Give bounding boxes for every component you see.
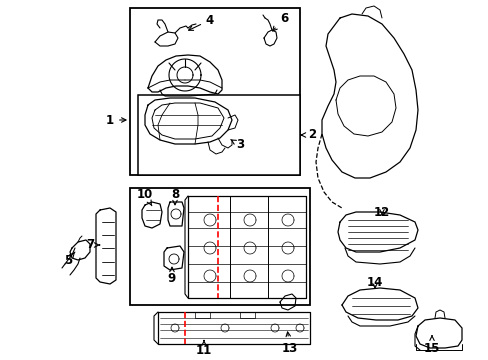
Text: 15: 15	[423, 336, 439, 355]
Text: 5: 5	[64, 252, 75, 266]
Bar	[130, 8, 299, 175]
Text: 4: 4	[188, 13, 214, 30]
Text: 10: 10	[137, 188, 153, 206]
Text: 9: 9	[167, 267, 176, 284]
Text: 13: 13	[281, 332, 298, 355]
Bar	[130, 188, 309, 305]
Text: 8: 8	[170, 188, 179, 205]
Text: 1: 1	[106, 113, 126, 126]
Bar	[138, 95, 299, 175]
Text: 11: 11	[196, 341, 212, 356]
Text: 7: 7	[86, 238, 100, 252]
Text: 14: 14	[366, 276, 383, 289]
Text: 3: 3	[230, 139, 244, 152]
Text: 2: 2	[301, 129, 315, 141]
Text: 12: 12	[373, 206, 389, 219]
Text: 6: 6	[272, 12, 287, 31]
